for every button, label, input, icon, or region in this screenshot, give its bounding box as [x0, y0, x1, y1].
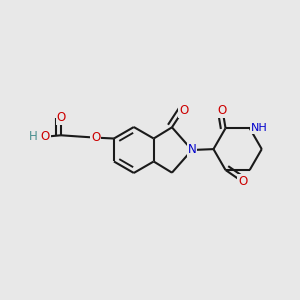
Text: O: O	[91, 131, 100, 144]
Text: NH: NH	[251, 123, 268, 133]
Text: O: O	[40, 130, 50, 143]
Text: H: H	[29, 130, 38, 143]
Text: N: N	[188, 143, 196, 157]
Text: O: O	[179, 104, 188, 117]
Text: O: O	[238, 175, 248, 188]
Text: O: O	[57, 111, 66, 124]
Text: O: O	[218, 104, 226, 117]
